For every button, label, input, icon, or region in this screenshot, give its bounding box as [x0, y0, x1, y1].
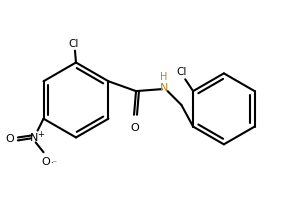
Text: ⋅⁻: ⋅⁻	[50, 158, 57, 167]
Text: O: O	[6, 134, 14, 144]
Text: O: O	[41, 157, 50, 167]
Text: O: O	[131, 123, 139, 133]
Text: N: N	[160, 83, 168, 93]
Text: N: N	[29, 133, 38, 143]
Text: +: +	[37, 130, 44, 139]
Text: Cl: Cl	[176, 67, 186, 77]
Text: H: H	[160, 72, 167, 82]
Text: Cl: Cl	[69, 39, 79, 49]
